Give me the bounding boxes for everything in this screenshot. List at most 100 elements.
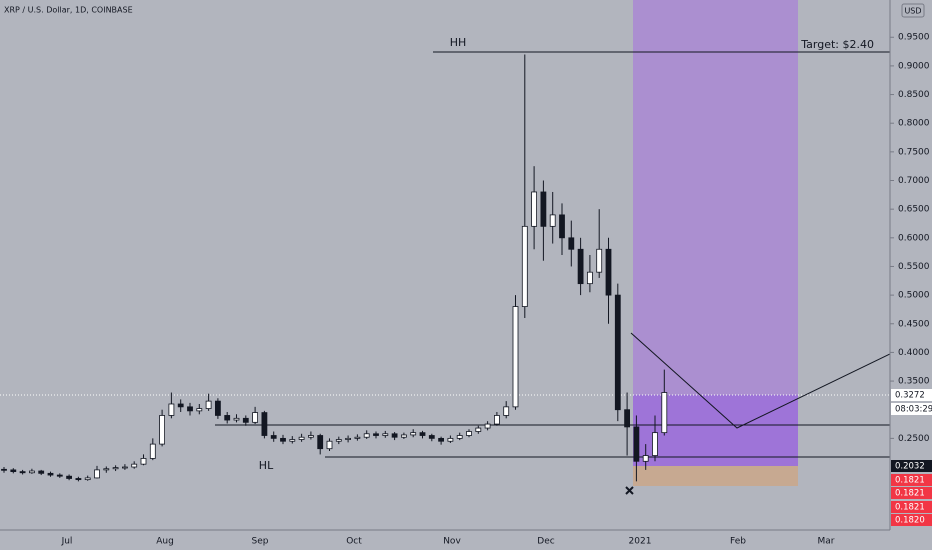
- chart-title: XRP / U.S. Dollar, 1D, COINBASE: [4, 6, 133, 15]
- candle-body: [354, 436, 361, 439]
- price-label: 08:03:29: [895, 405, 932, 415]
- candle-body: [56, 474, 63, 477]
- y-tick-label: 0.7000: [898, 176, 930, 186]
- candle-body: [1, 468, 7, 471]
- candle-body: [438, 437, 445, 442]
- candle-body: [391, 433, 398, 438]
- hh-label: HH: [450, 36, 467, 49]
- drawings: [215, 51, 891, 495]
- candle-body: [382, 433, 389, 436]
- candle-body: [168, 403, 175, 416]
- candle-body: [112, 467, 119, 470]
- candle-body: [540, 191, 547, 227]
- candle-body: [531, 191, 537, 227]
- y-tick-label: 0.9000: [898, 61, 930, 71]
- candle-body: [131, 463, 138, 468]
- price-label-bg: [891, 487, 932, 499]
- price-label: 0.1821: [895, 476, 925, 486]
- x-tick-label: Jul: [61, 537, 73, 547]
- price-label: 0.2032: [895, 462, 925, 472]
- y-tick-label: 0.5000: [898, 291, 930, 301]
- candle-body: [307, 435, 314, 438]
- candle-body: [410, 432, 417, 436]
- price-label: 0.1820: [895, 516, 925, 526]
- y-tick-label: 0.8500: [898, 90, 930, 100]
- candle-body: [289, 439, 296, 442]
- candle-body: [587, 271, 593, 285]
- candle-body: [75, 478, 82, 481]
- candle-body: [652, 432, 658, 456]
- candle-body: [103, 468, 110, 471]
- candle-body: [419, 432, 426, 436]
- price-label: 0.3272: [895, 391, 925, 401]
- candle-body: [66, 475, 72, 479]
- candle-body: [177, 403, 184, 408]
- projection-line: [630, 332, 891, 429]
- candle-body: [493, 415, 500, 425]
- candle-body: [335, 439, 342, 442]
- candle-body: [326, 440, 333, 450]
- candle-body: [559, 214, 565, 239]
- candle-body: [475, 427, 482, 432]
- time-axis: [0, 530, 932, 550]
- candle-body: [233, 417, 240, 421]
- y-tick-label: 0.4000: [898, 348, 930, 358]
- candle-body: [605, 248, 612, 296]
- profit-zone-filled: [633, 395, 798, 466]
- price-label-bg: [891, 501, 932, 513]
- x-tick-label: Nov: [443, 537, 461, 547]
- candle-body: [577, 248, 584, 285]
- candle-body: [447, 437, 454, 442]
- x-tick-label: Dec: [537, 537, 554, 547]
- x-tick-label: Oct: [346, 537, 362, 547]
- candle-body: [456, 435, 463, 439]
- candle-body: [345, 437, 352, 440]
- candle-body: [261, 412, 268, 436]
- stop-zone: [633, 466, 798, 486]
- candle-body: [428, 435, 435, 439]
- currency-box[interactable]: [901, 3, 925, 18]
- candle-body: [196, 408, 203, 412]
- candle-body: [466, 431, 472, 436]
- y-tick-label: 0.2500: [898, 434, 930, 444]
- price-label-bg: [891, 460, 932, 472]
- candle-body: [512, 306, 519, 408]
- currency[interactable]: USD: [904, 7, 921, 16]
- low-marker: [625, 486, 634, 495]
- price-axis: [890, 0, 932, 530]
- price-label-bg: [891, 389, 932, 401]
- candle-body: [317, 435, 324, 450]
- candle-body: [224, 415, 231, 421]
- candle-body: [84, 477, 91, 481]
- x-tick-label: Aug: [156, 537, 174, 547]
- target-label: Target: $2.40: [800, 38, 874, 51]
- candle-body: [373, 433, 379, 436]
- candle-body: [400, 434, 407, 438]
- candle-body: [298, 436, 305, 440]
- candle-body: [270, 435, 277, 439]
- candle-body: [205, 400, 212, 409]
- y-tick-label: 0.4500: [898, 319, 930, 329]
- candle-body: [549, 214, 556, 227]
- candle-body: [19, 471, 26, 474]
- candle-body: [484, 423, 491, 429]
- x-tick-label: Feb: [730, 537, 746, 547]
- candle-body: [633, 426, 640, 462]
- candle-body: [568, 237, 575, 250]
- candle-body: [661, 392, 668, 434]
- y-tick-label: 0.8000: [898, 119, 930, 129]
- candle-body: [187, 406, 193, 412]
- candle-body: [614, 294, 621, 411]
- x-tick-label: Mar: [818, 537, 835, 547]
- price-label-bg: [891, 403, 932, 415]
- candle-body: [521, 225, 528, 307]
- y-tick-label: 0.6000: [898, 233, 930, 243]
- candle-body: [140, 458, 147, 465]
- price-label-bg: [891, 514, 932, 526]
- candle-body: [38, 470, 45, 474]
- candle-body: [47, 472, 54, 476]
- candle-body: [624, 409, 630, 428]
- position-tool: [633, 0, 798, 486]
- candle-body: [363, 433, 370, 438]
- candles: [1, 54, 668, 482]
